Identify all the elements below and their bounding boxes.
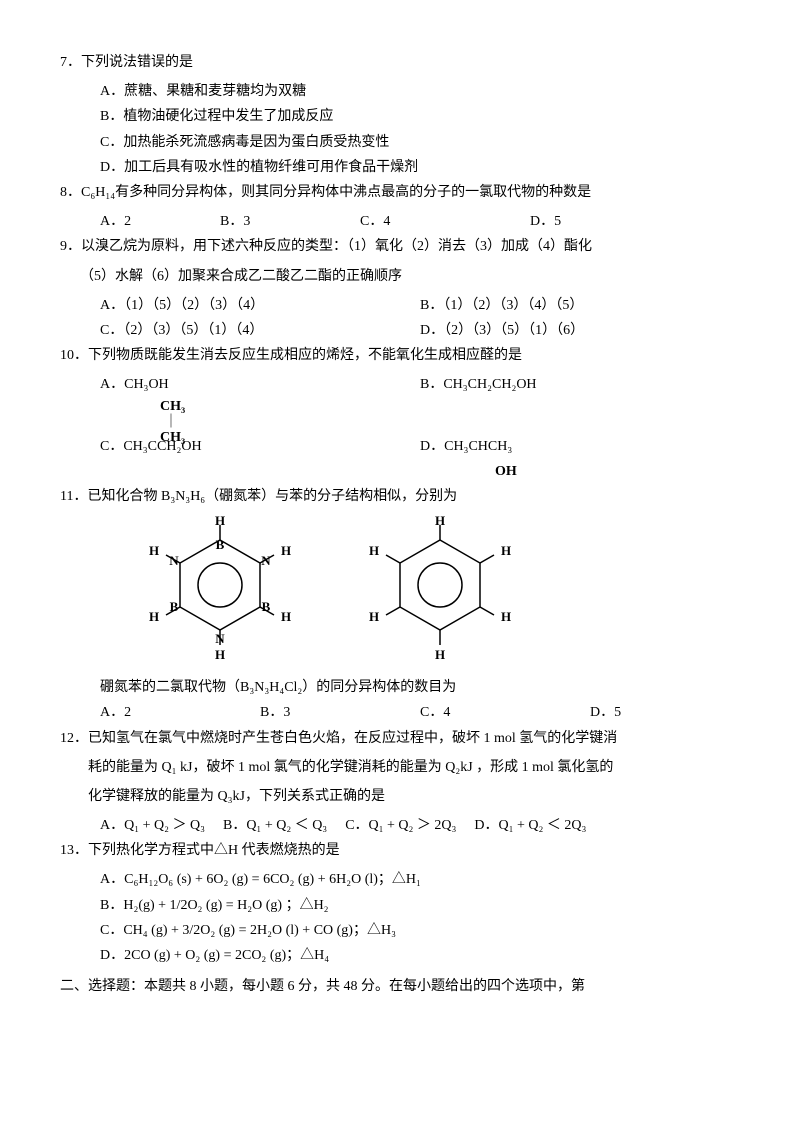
q12-l1: 12．已知氢气在氯气中燃烧时产生苍白色火焰，在反应过程中，破坏 1 mol 氢气… — [60, 726, 740, 751]
q10-row1: A．CH₃OH B．CH₃CH₂CH₂OH — [60, 372, 740, 397]
svg-text:N: N — [261, 553, 271, 568]
svg-text:N: N — [215, 631, 225, 646]
q10-struct-l2: ｜ — [120, 415, 740, 430]
svg-text:N: N — [169, 553, 179, 568]
q10-opt-c: C．CH₃CCH₂OH — [100, 434, 420, 459]
q11-sub: 硼氮苯的二氯取代物（B₃N₃H₄Cl₂）的同分异构体的数目为 — [60, 675, 740, 700]
q13-opt-a: A．C₆H₁₂O₆ (s) + 6O₂ (g) = 6CO₂ (g) + 6H₂… — [60, 867, 740, 892]
svg-text:H: H — [369, 543, 379, 558]
q9-stem2: （5）水解（6）加聚来合成乙二酸乙二酯的正确顺序 — [60, 264, 740, 289]
svg-text:H: H — [281, 609, 291, 624]
svg-text:B: B — [170, 599, 179, 614]
q8-opt-d: D．5 — [530, 209, 561, 234]
q11-stem: 11．已知化合物 B₃N₃H₆（硼氮苯）与苯的分子结构相似，分别为 — [60, 484, 740, 509]
q8-opt-a: A．2 — [100, 209, 220, 234]
svg-text:H: H — [435, 515, 445, 528]
q13-stem: 13．下列热化学方程式中△H 代表燃烧热的是 — [60, 838, 740, 863]
q11-options: A．2 B．3 C．4 D．5 — [60, 700, 740, 725]
q11-opt-a: A．2 — [100, 700, 260, 725]
q10-row2: C．CH₃CCH₂OH D．CH₃CHCH₃ — [60, 434, 740, 459]
q10-opt-d-line2: OH — [60, 459, 740, 484]
q12-opt-c: C．Q₁ + Q₂ ＞ 2Q₃ — [345, 813, 456, 838]
svg-text:H: H — [369, 609, 379, 624]
q9-opt-c: C．（2）（3）（5）（1）（4） — [100, 318, 420, 343]
q12-opt-a: A．Q₁ + Q₂ ＞ Q₃ — [100, 813, 205, 838]
q13-opt-d: D．2CO (g) + O₂ (g) = 2CO₂ (g)；△H₄ — [60, 943, 740, 968]
q9-opt-d: D．（2）（3）（5）（1）（6） — [420, 318, 584, 343]
q8-opt-c: C．4 — [360, 209, 530, 234]
q12-opt-b: B．Q₁ + Q₂ ＜ Q₃ — [223, 813, 327, 838]
q10-opt-b: B．CH₃CH₂CH₂OH — [420, 372, 537, 397]
q10-struct-l1: CH₃ — [120, 399, 740, 414]
q11-opt-b: B．3 — [260, 700, 420, 725]
q12-options: A．Q₁ + Q₂ ＞ Q₃ B．Q₁ + Q₂ ＜ Q₃ C．Q₁ + Q₂ … — [60, 813, 740, 838]
section-2-header: 二、选择题：本题共 8 小题，每小题 6 分，共 48 分。在每小题给出的四个选… — [60, 974, 740, 999]
svg-text:B: B — [262, 599, 271, 614]
q9-opt-a: A．（1）（5）（2）（3）（4） — [100, 293, 420, 318]
svg-text:H: H — [281, 543, 291, 558]
svg-text:H: H — [215, 515, 225, 528]
q9-row2: C．（2）（3）（5）（1）（4） D．（2）（3）（5）（1）（6） — [60, 318, 740, 343]
q9-opt-b: B．（1）（2）（3）（4）（5） — [420, 293, 583, 318]
q11-opt-c: C．4 — [420, 700, 590, 725]
q7-opt-b: B．植物油硬化过程中发生了加成反应 — [60, 104, 740, 129]
q10-stem: 10．下列物质既能发生消去反应生成相应的烯烃，不能氧化生成相应醛的是 — [60, 343, 740, 368]
svg-text:H: H — [435, 647, 445, 662]
q7-opt-d: D．加工后具有吸水性的植物纤维可用作食品干燥剂 — [60, 155, 740, 180]
q8-opt-b: B．3 — [220, 209, 360, 234]
q12-l2: 耗的能量为 Q₁ kJ，破坏 1 mol 氯气的化学键消耗的能量为 Q₂kJ ，… — [60, 755, 740, 780]
q12-opt-d: D．Q₁ + Q₂ ＜ 2Q₃ — [474, 813, 586, 838]
q7-opt-c: C．加热能杀死流感病毒是因为蛋白质受热变性 — [60, 130, 740, 155]
q13-opt-b: B．H₂(g) + 1/2O₂ (g) = H₂O (g) ；△H₂ — [60, 893, 740, 918]
q7-stem: 7．下列说法错误的是 — [60, 50, 740, 75]
svg-text:H: H — [501, 543, 511, 558]
q8-options: A．2 B．3 C．4 D．5 — [60, 209, 740, 234]
q11-opt-d: D．5 — [590, 700, 621, 725]
q11-fig-borazine: H B NH BH NH BH NH — [140, 515, 300, 665]
svg-text:B: B — [216, 537, 225, 552]
q9-stem1: 9．以溴乙烷为原料，用下述六种反应的类型：（1）氧化（2）消去（3）加成（4）酯… — [60, 234, 740, 259]
q13-opt-c: C．CH₄ (g) + 3/2O₂ (g) = 2H₂O (l) + CO (g… — [60, 918, 740, 943]
svg-text:H: H — [501, 609, 511, 624]
svg-text:H: H — [149, 543, 159, 558]
q8-stem: 8．C₆H₁₄有多种同分异构体，则其同分异构体中沸点最高的分子的一氯取代物的种数… — [60, 180, 740, 205]
svg-text:H: H — [149, 609, 159, 624]
q9-row1: A．（1）（5）（2）（3）（4） B．（1）（2）（3）（4）（5） — [60, 293, 740, 318]
q11-fig-benzene: H H H H H H — [360, 515, 520, 665]
q12-l3: 化学键释放的能量为 Q₃kJ，下列关系式正确的是 — [60, 784, 740, 809]
q11-figures: H B NH BH NH BH NH H H H H H H — [60, 515, 740, 665]
q7-opt-a: A．蔗糖、果糖和麦芽糖均为双糖 — [60, 79, 740, 104]
svg-text:H: H — [215, 647, 225, 662]
q10-opt-d: D．CH₃CHCH₃ — [420, 434, 512, 459]
q10-opt-a: A．CH₃OH — [100, 372, 420, 397]
